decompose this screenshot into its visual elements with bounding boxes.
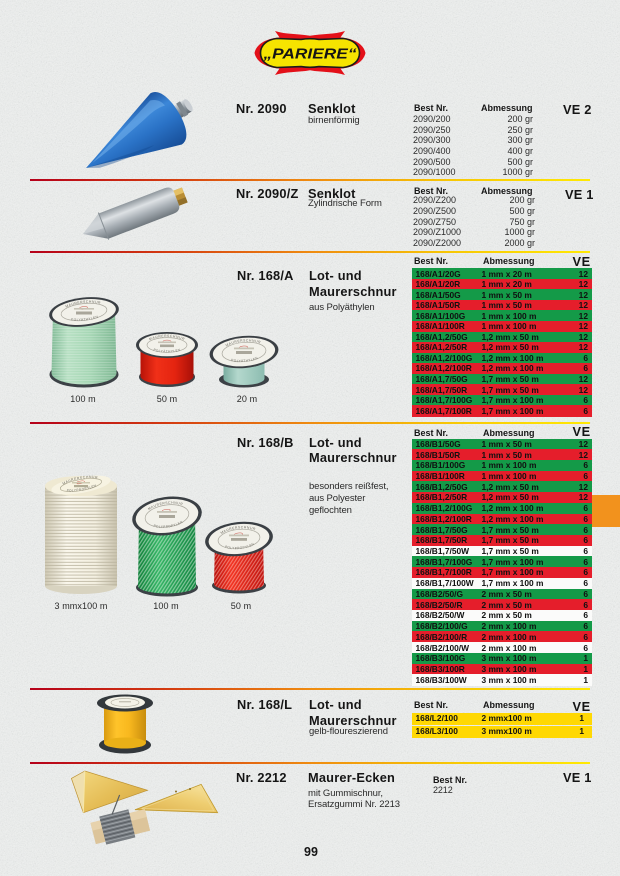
svg-text:MAURERSCHNUR: MAURERSCHNUR xyxy=(225,337,262,348)
svg-text:POLYÄTHYLEN: POLYÄTHYLEN xyxy=(153,348,181,354)
svg-text:„PARIERE“: „PARIERE“ xyxy=(262,46,357,63)
svg-text:POLYPROPYLEN: POLYPROPYLEN xyxy=(153,519,185,530)
svg-text:MAURERSCHNUR: MAURERSCHNUR xyxy=(219,524,256,536)
svg-text:POLYÄTHYLEN: POLYÄTHYLEN xyxy=(70,314,99,323)
svg-text:POLYÄTHYLEN: POLYÄTHYLEN xyxy=(231,356,260,365)
svg-text:POLYPROPYLEN: POLYPROPYLEN xyxy=(224,542,255,552)
svg-text:POLYPROPYLEN: POLYPROPYLEN xyxy=(66,483,98,494)
svg-text:MAURERSCHNUR: MAURERSCHNUR xyxy=(148,334,185,341)
svg-text:MAURERSCHNUR: MAURERSCHNUR xyxy=(64,298,101,309)
